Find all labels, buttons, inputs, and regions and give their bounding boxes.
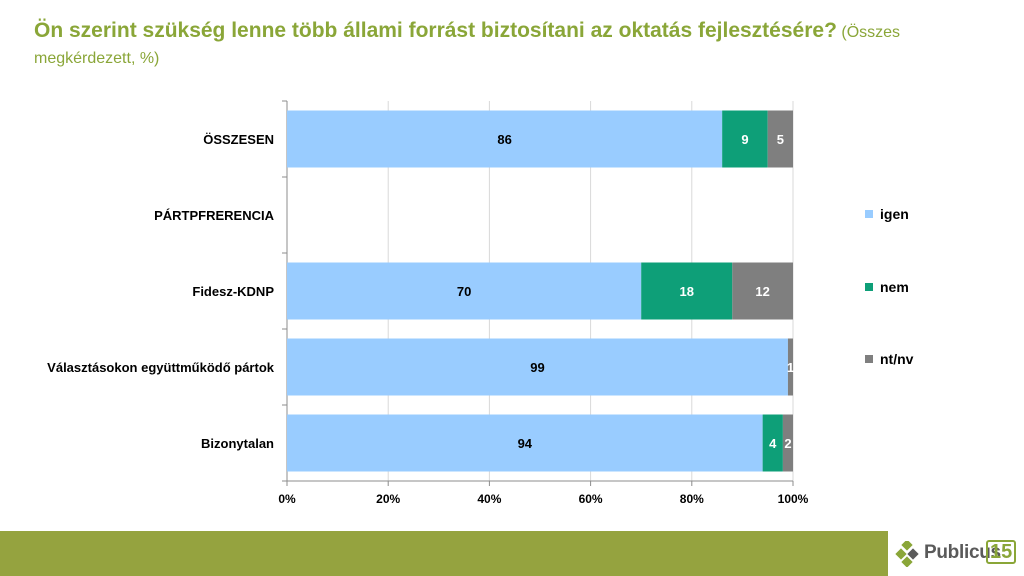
data-label: 5: [777, 132, 784, 147]
footer-bar: [0, 531, 888, 576]
data-label: 99: [530, 360, 544, 375]
x-tick-label: 40%: [477, 492, 501, 506]
logo-text: Publicus: [924, 542, 1001, 563]
category-label: ÖSSZESEN: [203, 132, 274, 147]
title-main: Ön szerint szükség lenne több állami for…: [34, 19, 837, 42]
data-label: 1: [787, 360, 794, 375]
bar-nem: [762, 414, 783, 472]
legend-swatch: [865, 283, 873, 291]
bar-nem: [722, 110, 768, 168]
x-tick-label: 60%: [579, 492, 603, 506]
x-tick-label: 20%: [376, 492, 400, 506]
chart-title: Ön szerint szükség lenne több állami for…: [34, 18, 994, 72]
data-label: 12: [755, 284, 769, 299]
legend-swatch: [865, 210, 873, 218]
data-label: 94: [518, 436, 533, 451]
logo-number: 15: [986, 540, 1017, 564]
legend-label: nt/nv: [880, 351, 914, 367]
stacked-bar-chart: 0% 20% 40% 60% 80% 100% ÖSSZESEN 86 9 5 PÁRTPFRERE…: [47, 100, 914, 506]
legend-swatch: [865, 355, 873, 363]
data-label: 86: [497, 132, 511, 147]
bar-igen: [287, 338, 788, 396]
bar-ntnv: [782, 414, 793, 472]
logo-diamond-icon: [895, 541, 919, 567]
data-label: 9: [741, 132, 748, 147]
x-tick-label: 80%: [680, 492, 704, 506]
bar-ntnv: [767, 110, 793, 168]
title-subtitle: (Összes megkérdezett, %): [34, 24, 901, 67]
publicus-logo: Publicus 15: [890, 531, 1024, 576]
category-label: Bizonytalan: [201, 436, 274, 451]
data-label: 2: [784, 436, 791, 451]
x-tick-label: 100%: [778, 492, 809, 506]
bar-igen: [287, 262, 642, 320]
data-label: 70: [457, 284, 471, 299]
category-label: Választásokon együttműködő pártok: [47, 360, 275, 375]
legend-label: igen: [880, 206, 909, 222]
data-label: 4: [769, 436, 777, 451]
x-tick-label: 0%: [278, 492, 296, 506]
legend-label: nem: [880, 279, 909, 295]
bar-ntnv: [787, 338, 793, 396]
category-label: Fidesz-KDNP: [192, 284, 274, 299]
category-label: PÁRTPFRERENCIA: [154, 208, 275, 223]
bar-igen: [287, 414, 763, 472]
data-label: 18: [680, 284, 694, 299]
bar-ntnv: [732, 262, 793, 320]
bar-igen: [287, 110, 723, 168]
bar-nem: [641, 262, 733, 320]
